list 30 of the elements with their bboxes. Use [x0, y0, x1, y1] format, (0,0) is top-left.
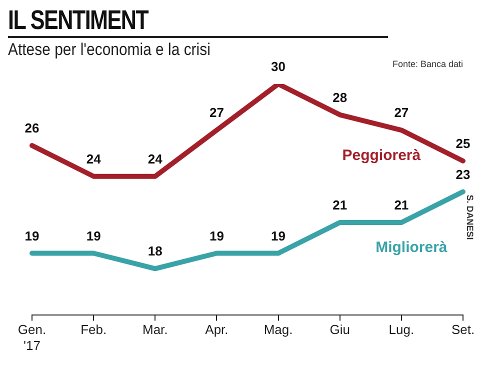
data-label: 24: [86, 151, 102, 166]
x-tick-label: Feb.: [80, 322, 107, 338]
data-label: 30: [271, 59, 286, 74]
data-label: 23: [456, 166, 470, 182]
x-tick-label: Mar.: [142, 322, 168, 338]
data-label: 21: [394, 198, 409, 213]
x-tick-label: Mag.: [264, 322, 293, 338]
data-label: 24: [148, 151, 164, 166]
data-label: 26: [24, 120, 40, 136]
data-label: 19: [86, 228, 101, 244]
annotation: S. DANESI: [465, 194, 476, 240]
data-label: 21: [332, 198, 348, 213]
data-label: 19: [209, 228, 224, 244]
data-label: 27: [209, 105, 224, 120]
data-label: 19: [271, 228, 286, 244]
data-label: 28: [332, 90, 348, 105]
series-label: Peggiorerà: [342, 146, 422, 164]
series-label: Migliorerà: [376, 239, 448, 256]
data-label: 27: [394, 105, 409, 120]
x-tick-label: Lug.: [388, 322, 414, 338]
data-label: 19: [24, 228, 40, 244]
x-tick-label: Giu: [330, 322, 350, 338]
chart-subtitle: Attese per l'economia e la crisi: [8, 39, 212, 60]
x-tick-label: Set.: [451, 322, 475, 338]
data-label: 25: [456, 136, 470, 152]
x-tick-label: Apr.: [205, 322, 228, 338]
x-tick-label: Gen. '17: [18, 322, 46, 353]
data-label: 18: [148, 244, 162, 259]
chart-title: IL SENTIMENT: [8, 2, 388, 38]
source-note: Fonte: Banca dati: [392, 58, 463, 69]
